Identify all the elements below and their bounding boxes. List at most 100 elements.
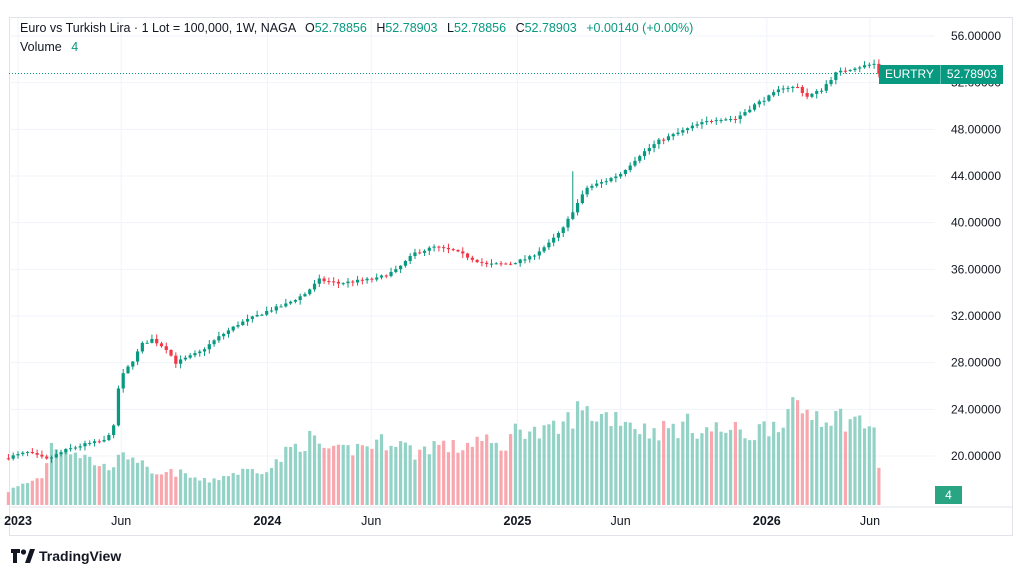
volume-bar bbox=[293, 443, 297, 505]
candle-body bbox=[733, 119, 738, 121]
x-tick-label: 2025 bbox=[504, 514, 532, 528]
candle-body bbox=[389, 271, 393, 277]
volume-bar bbox=[465, 442, 470, 505]
x-tick-label: 2023 bbox=[4, 514, 32, 528]
y-tick-label: 56.00000 bbox=[951, 29, 1001, 43]
candle-body bbox=[867, 64, 871, 66]
candle-body bbox=[604, 181, 608, 183]
candle-body bbox=[705, 121, 709, 123]
candle-body bbox=[685, 128, 690, 131]
volume-bar bbox=[107, 470, 111, 505]
volume-bar bbox=[776, 432, 781, 505]
candle-body bbox=[762, 100, 766, 102]
candle-body bbox=[6, 458, 11, 460]
volume-bar bbox=[456, 452, 460, 505]
candle-body bbox=[279, 306, 283, 308]
volume-bar bbox=[743, 438, 747, 505]
volume-bar bbox=[355, 443, 360, 505]
volume-bar bbox=[795, 400, 800, 505]
candle-body bbox=[690, 125, 694, 129]
tradingview-logo[interactable]: TradingView bbox=[11, 548, 121, 564]
volume-bar bbox=[336, 444, 341, 505]
volume-bar bbox=[198, 480, 202, 505]
volume-bar bbox=[509, 434, 513, 505]
candle-body bbox=[102, 439, 106, 442]
volume-bar bbox=[49, 442, 54, 505]
candle-body bbox=[202, 349, 207, 352]
candle-body bbox=[126, 366, 130, 374]
volume-bar bbox=[174, 476, 178, 505]
volume-bar bbox=[135, 462, 140, 505]
candle-body bbox=[791, 86, 795, 88]
y-tick-label: 40.00000 bbox=[951, 216, 1001, 230]
volume-bar bbox=[21, 483, 25, 505]
candle-body bbox=[30, 451, 34, 454]
candle-body bbox=[552, 237, 556, 243]
candle-body bbox=[394, 269, 398, 272]
volume-bar bbox=[657, 440, 661, 505]
candle-body bbox=[489, 263, 494, 265]
volume-bar bbox=[16, 486, 20, 505]
candle-body bbox=[332, 281, 336, 283]
candle-body bbox=[360, 279, 364, 281]
candle-body bbox=[709, 121, 714, 123]
volume-bar bbox=[255, 473, 259, 505]
candle-body bbox=[97, 441, 101, 443]
candle-body bbox=[284, 303, 288, 307]
volume-bar bbox=[30, 480, 34, 505]
volume-bar bbox=[532, 426, 537, 505]
volume-bar bbox=[518, 429, 522, 505]
high-label: H bbox=[376, 21, 386, 35]
volume-bar bbox=[202, 478, 207, 505]
volume-bar bbox=[609, 426, 613, 505]
volume-bar bbox=[628, 422, 632, 505]
volume-bar bbox=[312, 435, 317, 505]
candle-body bbox=[781, 88, 785, 90]
volume-bar bbox=[183, 473, 187, 505]
volume-bar bbox=[169, 469, 173, 505]
volume-bar bbox=[709, 431, 714, 505]
volume-value: 4 bbox=[71, 40, 79, 54]
candle-body bbox=[226, 330, 231, 334]
candle-body bbox=[509, 263, 513, 265]
x-tick-label: 2024 bbox=[253, 514, 281, 528]
candle-body bbox=[681, 130, 685, 133]
volume-bar bbox=[786, 409, 790, 505]
volume-bar bbox=[322, 447, 326, 505]
candle-body bbox=[188, 355, 192, 358]
candle-body bbox=[504, 263, 508, 265]
candle-body bbox=[547, 242, 551, 248]
volume-bar bbox=[179, 469, 183, 505]
candle-body bbox=[255, 314, 259, 317]
volume-bar bbox=[528, 431, 532, 505]
volume-bar bbox=[642, 423, 647, 505]
candle-body bbox=[461, 251, 465, 254]
volume-bar bbox=[767, 436, 771, 505]
candle-body bbox=[446, 247, 451, 250]
volume-bar bbox=[245, 468, 250, 505]
candle-body bbox=[561, 227, 565, 233]
change-value: +0.00140 (+0.00%) bbox=[586, 21, 694, 35]
volume-bar bbox=[858, 415, 862, 505]
volume-bar bbox=[394, 446, 398, 505]
candle-body bbox=[805, 92, 809, 97]
candle-body bbox=[159, 343, 164, 347]
volume-bar bbox=[250, 469, 254, 505]
volume-bar bbox=[623, 421, 628, 505]
candle-body bbox=[772, 92, 776, 96]
volume-bar bbox=[150, 473, 154, 505]
volume-bar bbox=[418, 449, 422, 505]
candle-body bbox=[542, 247, 546, 252]
volume-bar bbox=[274, 459, 278, 505]
volume-bar bbox=[848, 419, 852, 505]
low-value: 52.78856 bbox=[453, 21, 507, 35]
x-tick-label: Jun bbox=[361, 514, 381, 528]
volume-bar bbox=[685, 413, 690, 505]
chart-frame[interactable] bbox=[9, 17, 1013, 536]
volume-bar bbox=[54, 449, 58, 505]
volume-bar bbox=[222, 475, 226, 505]
volume-bar bbox=[599, 414, 604, 505]
volume-bar bbox=[164, 472, 168, 505]
volume-bar bbox=[738, 429, 742, 505]
